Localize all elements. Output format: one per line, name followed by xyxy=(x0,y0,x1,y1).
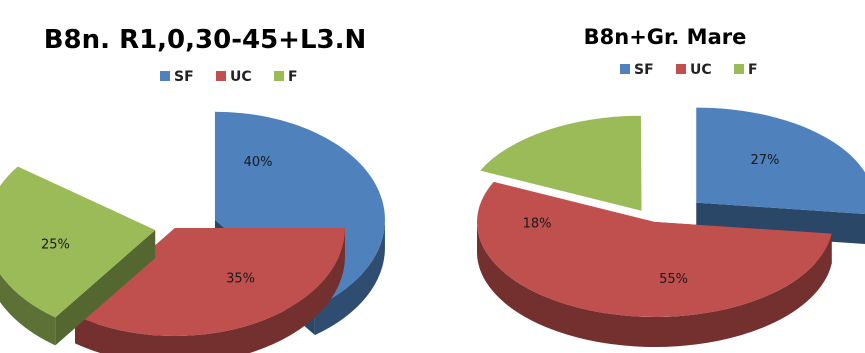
pie-slice-top xyxy=(480,115,642,211)
data-label-uc: 55% xyxy=(659,272,688,287)
pie-slice-top xyxy=(477,181,832,318)
data-label-uc: 35% xyxy=(226,272,255,287)
pie-slice-side xyxy=(477,222,832,347)
legend-swatch-f xyxy=(734,64,744,74)
legend-item-f: F xyxy=(274,69,298,85)
legend-swatch-uc xyxy=(216,71,226,81)
legend-label-uc: UC xyxy=(230,69,252,85)
data-label-sf: 40% xyxy=(244,155,273,170)
legend-item-uc: UC xyxy=(216,69,252,85)
pie-chart-left: B8n. R1,0,30-45+L3.N SF UC F 40% 35% 25% xyxy=(0,25,385,353)
pie-slice-uc xyxy=(75,228,345,353)
legend-label-sf: SF xyxy=(174,69,194,85)
pie-slice-cut-face xyxy=(55,229,156,346)
legend-swatch-sf xyxy=(160,71,170,81)
pie-slice-sf xyxy=(696,107,865,244)
pie-slice-top xyxy=(0,166,156,318)
pie-slice-f xyxy=(0,166,156,346)
legend-label-f: F xyxy=(288,69,298,85)
legend-swatch-sf xyxy=(620,64,630,74)
legend-item-f: F xyxy=(734,62,758,78)
pie-chart-right: B8n+Gr. Mare SF UC F 27% 55% 18% xyxy=(477,25,865,347)
legend-label-uc: UC xyxy=(690,62,712,78)
data-label-f: 18% xyxy=(523,217,552,232)
pie-slice-top xyxy=(696,107,865,214)
legend-item-sf: SF xyxy=(620,62,654,78)
legend-swatch-f xyxy=(274,71,284,81)
legend-label-f: F xyxy=(748,62,758,78)
legend-item-sf: SF xyxy=(160,69,194,85)
pie-slice-f xyxy=(480,115,642,211)
pie-slice-uc xyxy=(477,181,832,347)
pie-slice-side xyxy=(314,219,385,336)
legend-swatch-uc xyxy=(676,64,686,74)
legend-item-uc: UC xyxy=(676,62,712,78)
pie-slice-top xyxy=(75,228,345,336)
data-label-f: 25% xyxy=(41,237,70,252)
legend-label-sf: SF xyxy=(634,62,654,78)
chart-title: B8n+Gr. Mare xyxy=(584,25,747,49)
pie-slice-side xyxy=(0,273,56,346)
pie-slice-side xyxy=(75,228,345,353)
data-label-sf: 27% xyxy=(750,153,779,168)
chart-title: B8n. R1,0,30-45+L3.N xyxy=(44,25,367,55)
